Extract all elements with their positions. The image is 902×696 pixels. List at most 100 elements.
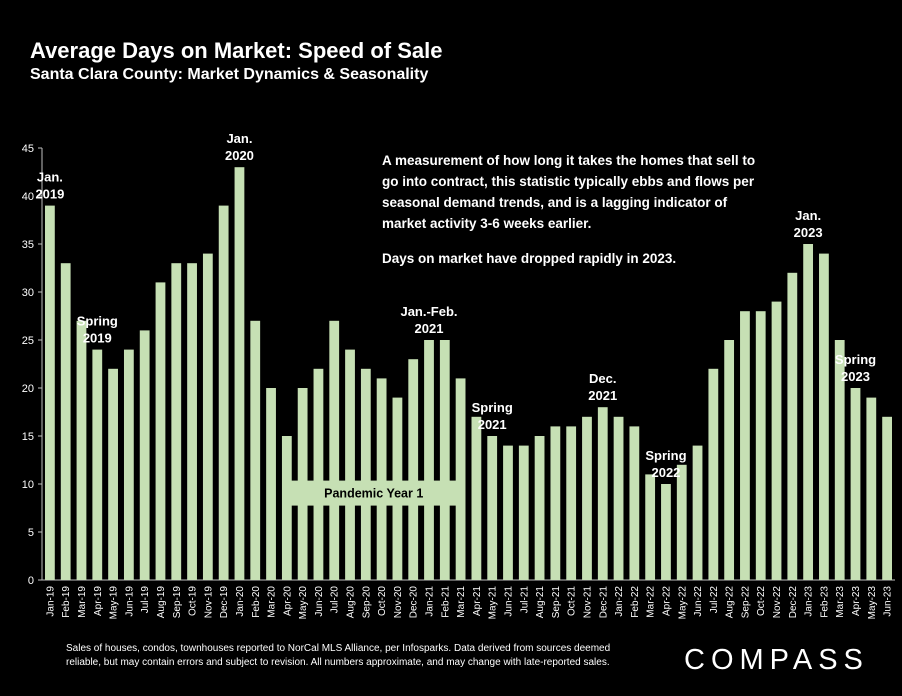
bar <box>676 464 687 580</box>
bar <box>45 205 55 580</box>
x-tick-label: May-20 <box>298 586 309 620</box>
bar <box>834 340 845 580</box>
x-tick-label: Jun-22 <box>693 586 704 617</box>
bar <box>376 378 387 580</box>
bar <box>629 426 640 580</box>
bar <box>218 205 229 580</box>
bar <box>281 436 292 580</box>
x-tick-label: Feb-19 <box>61 586 72 618</box>
x-tick-label: Nov-22 <box>772 586 783 619</box>
bar-annotation: Jan. 2020 <box>225 131 254 163</box>
bar-annotation: Spring 2021 <box>472 400 513 432</box>
x-tick-label: Apr-21 <box>472 586 483 616</box>
x-tick-label: Oct-22 <box>756 586 767 616</box>
y-tick-label: 45 <box>22 143 34 155</box>
y-tick-label: 0 <box>28 575 34 587</box>
x-tick-label: Dec-21 <box>598 586 609 619</box>
y-tick-label: 25 <box>22 335 34 347</box>
x-tick-label: Jul-20 <box>330 586 341 614</box>
x-tick-label: Aug-21 <box>535 586 546 619</box>
bar <box>313 368 324 580</box>
x-tick-label: Dec-20 <box>409 586 420 619</box>
x-tick-label: Oct-20 <box>377 586 388 616</box>
bar <box>708 368 719 580</box>
bar <box>202 253 213 580</box>
bar <box>740 311 750 580</box>
bar-annotation: Jan.-Feb. 2021 <box>400 304 457 336</box>
bar <box>108 368 118 580</box>
x-tick-label: Jan-20 <box>235 586 246 617</box>
bar <box>250 320 261 580</box>
x-tick-label: Jul-19 <box>140 586 151 614</box>
x-tick-label: Nov-21 <box>582 586 593 619</box>
bar <box>408 359 419 580</box>
x-tick-label: Nov-19 <box>203 586 214 619</box>
bar-annotation: Spring 2022 <box>645 448 686 480</box>
x-tick-label: Jan-23 <box>804 586 815 617</box>
bar <box>803 244 814 580</box>
bar <box>882 416 892 580</box>
bar <box>819 253 829 580</box>
x-tick-label: Jan-22 <box>614 586 625 617</box>
x-tick-label: Sep-22 <box>740 586 751 619</box>
bar <box>755 311 766 580</box>
bar <box>360 368 371 580</box>
x-tick-label: Mar-19 <box>77 586 88 618</box>
explanation-note: A measurement of how long it takes the h… <box>382 150 762 269</box>
y-tick-label: 5 <box>28 527 34 539</box>
bar-annotation: Jan. 2023 <box>794 208 823 240</box>
x-tick-label: Apr-23 <box>851 586 862 616</box>
x-tick-label: Feb-23 <box>819 586 830 618</box>
x-tick-label: Apr-20 <box>282 586 293 616</box>
y-tick-label: 10 <box>22 479 34 491</box>
bar <box>439 340 450 580</box>
x-tick-label: Jan-21 <box>425 586 436 617</box>
x-tick-label: May-19 <box>109 586 120 620</box>
bar <box>613 416 624 580</box>
x-tick-label: Apr-19 <box>93 586 104 616</box>
bar <box>597 407 608 580</box>
x-tick-label: Jan-19 <box>45 586 56 617</box>
x-tick-label: Feb-21 <box>440 586 451 618</box>
bar-annotation: Spring 2019 <box>77 314 118 346</box>
bar <box>518 445 529 580</box>
bar <box>692 445 703 580</box>
bar <box>76 320 87 580</box>
bar <box>471 416 482 580</box>
x-tick-label: May-21 <box>488 586 499 620</box>
bar <box>123 349 134 580</box>
x-tick-label: Mar-23 <box>835 586 846 618</box>
chart-title: Average Days on Market: Speed of Sale <box>30 38 443 63</box>
y-tick-label: 30 <box>22 287 34 299</box>
x-tick-label: Mar-22 <box>646 586 657 618</box>
x-tick-label: Jul-22 <box>709 586 720 614</box>
bar-annotation: Spring 2023 <box>835 352 876 384</box>
y-tick-label: 35 <box>22 239 34 251</box>
y-tick-label: 20 <box>22 383 34 395</box>
bar <box>345 349 355 580</box>
x-tick-label: Dec-22 <box>788 586 799 619</box>
x-tick-label: Jun-19 <box>124 586 135 617</box>
source-footnote: Sales of houses, condos, townhouses repo… <box>66 643 611 668</box>
bar <box>645 474 656 580</box>
bar <box>92 349 103 580</box>
callout-label: Pandemic Year 1 <box>324 487 423 501</box>
bar <box>661 484 671 580</box>
bar <box>787 272 798 580</box>
note-paragraph-2: Days on market have dropped rapidly in 2… <box>382 251 677 266</box>
x-tick-label: Sep-20 <box>361 586 372 619</box>
x-tick-label: Mar-21 <box>456 586 467 618</box>
bar <box>534 436 545 580</box>
bar <box>566 426 577 580</box>
x-tick-label: Nov-20 <box>393 586 404 619</box>
x-tick-label: May-23 <box>867 586 878 620</box>
bar <box>487 436 498 580</box>
bar <box>139 330 150 580</box>
x-tick-label: Feb-20 <box>251 586 262 618</box>
bar <box>171 263 182 580</box>
y-tick-label: 15 <box>22 431 34 443</box>
x-tick-label: Feb-22 <box>630 586 641 618</box>
note-paragraph-1: A measurement of how long it takes the h… <box>382 153 756 231</box>
bar <box>724 340 735 580</box>
